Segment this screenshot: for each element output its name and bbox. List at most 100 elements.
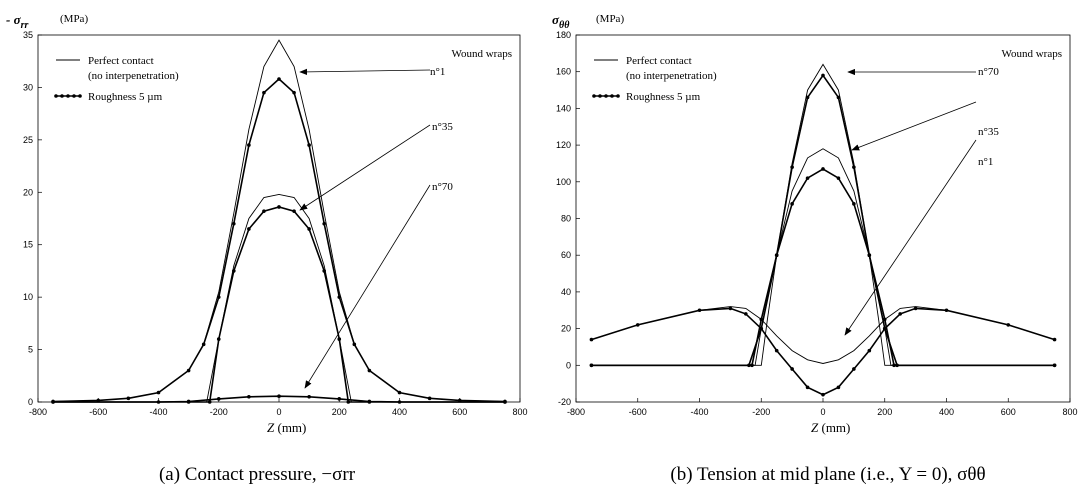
data-point: [427, 396, 432, 401]
y-tick-label: 120: [556, 140, 571, 150]
data-point: [805, 95, 810, 100]
legend-marker-dot: [78, 94, 82, 98]
x-tick-label: -800: [29, 407, 47, 417]
annotation-arrow: [851, 101, 977, 151]
x-tick-label: 0: [820, 407, 825, 417]
data-point: [790, 165, 794, 169]
data-point: [156, 400, 161, 404]
data-point: [232, 269, 236, 273]
data-point: [821, 167, 825, 171]
wrap-annotation: n°1: [978, 156, 993, 168]
x-tick-label: -400: [690, 407, 708, 417]
y-tick-label: 180: [556, 30, 571, 40]
data-point: [207, 400, 212, 404]
y-axis-label: σθθ: [552, 12, 570, 31]
series-line-n1-marker: [591, 307, 1055, 396]
wrap-annotation: n°35: [432, 121, 453, 133]
data-point: [790, 367, 794, 371]
annotation-arrow: [299, 68, 431, 76]
data-point: [790, 202, 794, 206]
x-tick-label: 200: [877, 407, 892, 417]
x-tick-label: -800: [567, 407, 585, 417]
y-tick-label: 60: [561, 250, 571, 260]
x-tick-label: 200: [332, 407, 347, 417]
data-point: [589, 363, 594, 368]
legend-label: (no interpenetration): [88, 70, 179, 82]
data-point: [836, 95, 841, 100]
x-tick-label: -200: [210, 407, 228, 417]
x-axis-label: Z (mm): [267, 420, 306, 435]
wrap-annotation: n°35: [978, 126, 999, 138]
annotation-arrow: [844, 139, 977, 336]
legend-label: Perfect contact: [626, 55, 692, 67]
data-point: [367, 399, 372, 404]
data-point: [337, 337, 342, 341]
legend-label: Perfect contact: [88, 55, 154, 67]
data-point: [292, 90, 296, 95]
y-tick-label: 40: [561, 287, 571, 297]
annotation-arrow: [299, 124, 431, 211]
data-point: [277, 205, 281, 209]
data-point: [346, 400, 351, 404]
data-point: [867, 253, 872, 257]
data-point: [898, 312, 902, 316]
data-point: [774, 348, 779, 353]
y-axis-label: - σrr: [6, 12, 28, 31]
legend-marker-dot: [72, 94, 76, 98]
data-point: [697, 308, 702, 313]
wrap-annotation: n°1: [430, 66, 445, 78]
data-point: [186, 399, 191, 404]
y-tick-label: 35: [23, 30, 33, 40]
legend-marker-dot: [604, 94, 608, 98]
data-point: [1052, 337, 1057, 342]
x-tick-label: 400: [392, 407, 407, 417]
caption: (a) Contact pressure, −σrr: [159, 464, 356, 485]
legend-marker-dot: [592, 94, 596, 98]
data-point: [1006, 323, 1011, 327]
wrap-annotation: n°70: [978, 66, 999, 78]
legend-marker-dot: [54, 94, 58, 98]
data-point: [322, 221, 326, 226]
series-line-n70-marker: [591, 74, 1055, 367]
data-point: [944, 308, 949, 313]
legend-marker-dot: [610, 94, 614, 98]
y-tick-label: 5: [28, 345, 33, 355]
y-tick-label: 20: [561, 324, 571, 334]
legend-label: Roughness 5 µm: [626, 91, 701, 103]
legend-marker-dot: [598, 94, 602, 98]
data-point: [821, 73, 825, 78]
legend-marker-dot: [60, 94, 64, 98]
series-line-n1-line: [591, 306, 1055, 364]
x-tick-label: 400: [939, 407, 954, 417]
y-tick-label: -20: [558, 397, 571, 407]
data-point: [126, 396, 131, 401]
data-point: [750, 363, 754, 368]
x-axis-label: Z (mm): [811, 420, 850, 435]
x-tick-label: 600: [1001, 407, 1016, 417]
data-point: [397, 390, 402, 395]
data-point: [836, 176, 841, 180]
caption: (b) Tension at mid plane (i.e., Y = 0), …: [670, 464, 985, 485]
legend-marker-dot: [616, 94, 620, 98]
data-point: [247, 143, 251, 147]
y-tick-label: 100: [556, 177, 571, 187]
data-point: [892, 363, 896, 368]
x-tick-label: 800: [1062, 407, 1077, 417]
x-tick-label: -600: [629, 407, 647, 417]
data-point: [805, 385, 810, 390]
data-point: [867, 348, 872, 353]
data-point: [247, 227, 251, 231]
data-point: [51, 400, 55, 404]
y-tick-label: 160: [556, 67, 571, 77]
data-point: [852, 367, 856, 371]
data-point: [216, 337, 221, 341]
data-point: [322, 269, 326, 273]
x-tick-label: -400: [149, 407, 167, 417]
data-point: [186, 368, 191, 373]
data-point: [744, 312, 748, 316]
legend-title: Wound wraps: [451, 48, 512, 60]
data-point: [882, 326, 887, 331]
data-point: [1052, 363, 1057, 368]
legend-title: Wound wraps: [1001, 48, 1062, 60]
